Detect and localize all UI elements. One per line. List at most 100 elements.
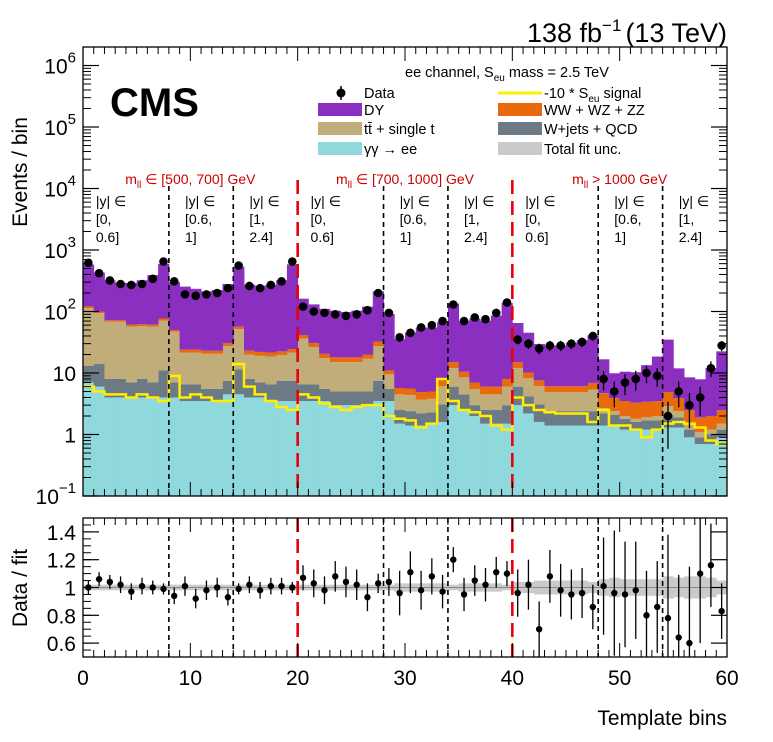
stack-bar <box>115 397 127 496</box>
data-point <box>717 341 726 350</box>
legend-diboson-swatch <box>498 103 542 116</box>
ratio-point <box>621 591 629 598</box>
stack-bar <box>598 425 610 496</box>
ratio-point <box>353 581 360 588</box>
data-point <box>373 288 383 298</box>
stack-bar <box>104 320 116 322</box>
stack-bar <box>201 353 213 389</box>
data-point <box>84 258 93 268</box>
stack-bar <box>684 429 696 438</box>
stack-bar <box>190 288 202 350</box>
stack-bar <box>405 388 417 395</box>
stack-bar <box>340 362 352 392</box>
data-point <box>148 274 158 284</box>
stack-bar <box>201 350 213 354</box>
data-point <box>234 261 243 270</box>
stack-bar <box>533 421 545 496</box>
rapidity-label: [1, <box>464 211 480 227</box>
stack-bar <box>587 425 599 496</box>
y-tick-base: 10 <box>44 56 67 79</box>
stack-series-2 <box>83 308 728 438</box>
stack-bar <box>319 353 331 359</box>
y-tick-label: 103 <box>44 234 76 263</box>
stack-bar <box>93 272 105 312</box>
ratio-point <box>117 581 124 588</box>
stack-bar <box>555 345 567 387</box>
stack-bar <box>147 275 159 325</box>
stack-bar <box>415 327 427 393</box>
stack-bar <box>383 370 395 375</box>
stack-bar <box>651 429 663 496</box>
stack-bar <box>104 280 116 321</box>
stack-bar <box>115 378 127 398</box>
stack-bar <box>544 425 556 496</box>
stack-bar <box>512 368 524 387</box>
stack-bar <box>566 392 578 412</box>
ratio-point <box>203 587 210 594</box>
signal-line <box>83 362 727 446</box>
stack-bar <box>254 382 266 398</box>
x-tick-label: 40 <box>501 667 524 690</box>
stack-bar <box>458 377 470 395</box>
ratio-point <box>385 578 393 586</box>
stack-bar <box>587 411 599 426</box>
mass-region-range: ∈ [500, 700] GeV <box>141 171 256 187</box>
stack-bar <box>351 357 363 363</box>
x-tick-label: 10 <box>179 667 202 690</box>
stack-bar <box>705 368 717 416</box>
stack-bar <box>630 402 642 419</box>
stack-bar <box>168 397 180 496</box>
stack-bar <box>351 310 363 358</box>
ratio-point <box>632 587 639 594</box>
rapidity-label: [1, <box>249 211 265 227</box>
mass-region-sub: ll <box>348 180 352 191</box>
stack-bar <box>244 378 256 398</box>
ratio-point <box>686 639 693 647</box>
stack-bar <box>651 420 663 430</box>
ratio-point <box>546 573 554 580</box>
stack-bar <box>276 280 288 352</box>
stack-bar <box>469 388 481 406</box>
stack-bar <box>222 394 234 496</box>
stack-bar <box>694 431 706 438</box>
rapidity-label: 2.4] <box>464 229 487 245</box>
stack-bar <box>426 398 438 413</box>
rapidity-label: 0.6] <box>96 229 119 245</box>
ratio-point <box>289 584 296 591</box>
stack-bar <box>340 357 352 363</box>
data-point <box>277 276 286 286</box>
stack-bar <box>297 334 309 339</box>
data-point <box>406 328 415 338</box>
stack-series-4 <box>83 263 728 418</box>
ratio-y-tick-label: 1.2 <box>47 550 76 573</box>
stack-bar <box>716 351 728 411</box>
rapidity-label: 1] <box>400 229 412 245</box>
stack-bar <box>480 423 492 496</box>
stack-bar <box>641 365 653 402</box>
stack-bar <box>211 290 223 351</box>
ratio-point <box>407 569 414 576</box>
data-point <box>191 291 200 301</box>
y-tick-exp: 4 <box>68 173 76 190</box>
y-tick-base: 10 <box>36 486 59 509</box>
stack-bar <box>372 380 384 402</box>
stack-bar <box>351 391 363 406</box>
stack-bar <box>125 324 138 327</box>
stack-bar <box>233 326 245 330</box>
stack-bar <box>619 401 631 416</box>
stack-bar <box>265 401 277 496</box>
stack-bar <box>480 394 492 411</box>
stack-bar <box>544 345 556 387</box>
stack-bar <box>662 427 674 496</box>
stack-bar <box>136 324 148 327</box>
x-tick-label: 20 <box>286 667 309 690</box>
stack-bar <box>276 380 288 402</box>
stack-bar <box>630 418 642 422</box>
ratio-point <box>535 626 543 633</box>
stack-bar <box>201 291 213 351</box>
stack-bar <box>254 355 266 383</box>
rapidity-label: 2.4] <box>249 229 272 245</box>
stack-bar <box>158 263 170 319</box>
stack-bar <box>297 338 309 385</box>
